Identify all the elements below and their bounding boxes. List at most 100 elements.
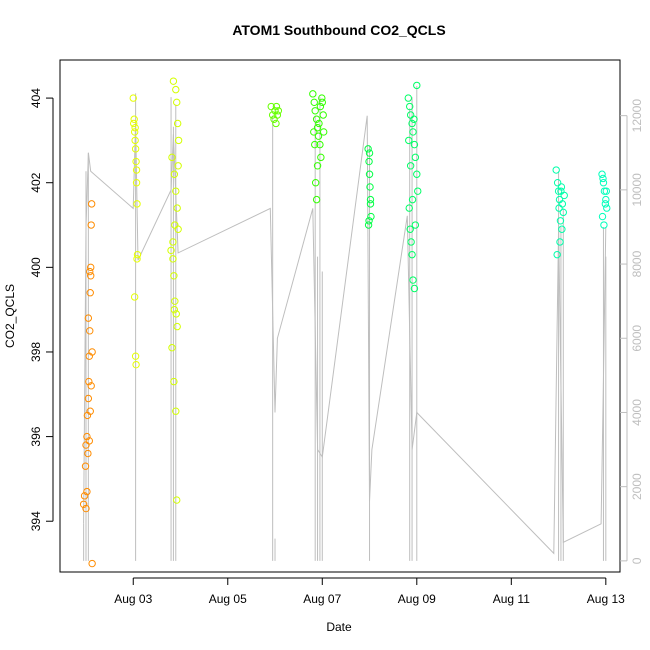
x-tick-label-3: Aug 09 <box>398 592 436 606</box>
data-point-g2-14 <box>172 310 180 318</box>
data-point-g4-1 <box>310 98 318 107</box>
data-point-g3-0 <box>267 102 275 111</box>
data-point-g0-2 <box>81 462 90 470</box>
data-point-g5-5 <box>367 212 375 221</box>
data-point-g5-0 <box>364 145 372 153</box>
data-point-g8-4 <box>603 204 611 212</box>
data-point-g5-9 <box>365 217 373 225</box>
data-point-g0-7 <box>85 377 93 386</box>
data-point-g3-5 <box>273 111 282 119</box>
y-left-tick-label-1: 396 <box>29 426 43 446</box>
y-right-tick-label-4: 8000 <box>630 250 644 277</box>
data-point-g4-11 <box>311 140 319 149</box>
data-point-g2-13 <box>171 297 179 305</box>
series-line-right-axis <box>83 115 607 555</box>
data-point-g0-20 <box>87 382 95 390</box>
data-point-g5-7 <box>365 149 374 157</box>
x-tick-label-0: Aug 03 <box>114 592 152 606</box>
data-point-g6-6 <box>411 153 420 162</box>
data-point-g6-10 <box>406 225 414 233</box>
data-point-g2-21 <box>169 238 177 246</box>
data-point-g1-12 <box>130 119 138 128</box>
data-point-g2-5 <box>168 153 176 162</box>
data-point-g4-16 <box>316 102 325 111</box>
data-point-g4-8 <box>318 98 326 107</box>
data-point-g8-1 <box>599 179 608 187</box>
x-axis: Aug 03 Aug 05 Aug 07 Aug 09 Aug 11 Aug 13 <box>114 577 625 606</box>
data-point-g1-14 <box>132 166 141 174</box>
x-tick-label-5: Aug 13 <box>587 592 625 606</box>
data-point-g4-2 <box>311 107 319 115</box>
plot-frame <box>59 59 621 573</box>
data-point-g1-8 <box>133 250 142 259</box>
x-tick-label-2: Aug 07 <box>303 592 341 606</box>
data-point-g6-19 <box>408 195 417 204</box>
data-point-g6-17 <box>405 136 413 145</box>
data-point-g4-3 <box>312 115 321 123</box>
data-point-g4-12 <box>311 179 320 187</box>
data-point-g1-5 <box>132 157 140 166</box>
data-point-g3-6 <box>274 107 283 115</box>
data-point-g1-4 <box>131 145 140 153</box>
y-right-tick-label-0: 0 <box>630 557 644 564</box>
data-point-g6-18 <box>406 162 415 170</box>
data-point-g7-12 <box>556 217 565 225</box>
data-point-g8-6 <box>600 221 608 229</box>
data-point-g7-9 <box>557 183 566 191</box>
data-point-g2-6 <box>170 170 179 178</box>
data-point-g8-8 <box>602 187 610 195</box>
data-point-g3-4 <box>272 119 280 128</box>
data-point-g6-8 <box>414 187 422 195</box>
data-point-g4-17 <box>318 94 326 102</box>
data-point-g6-15 <box>411 221 420 229</box>
y-right-tick-label-3: 6000 <box>630 325 644 352</box>
y-left-tick-label-5: 404 <box>29 88 43 108</box>
data-point-g0-4 <box>83 432 91 441</box>
data-point-g0-22 <box>84 314 93 322</box>
y-right-tick-label-2: 4000 <box>630 399 644 426</box>
y-axis-left: 394 396 398 400 402 404 <box>29 88 54 531</box>
data-point-g7-10 <box>560 191 568 200</box>
data-point-g5-4 <box>366 200 375 208</box>
data-point-g6-11 <box>407 238 415 246</box>
data-point-g4-9 <box>319 111 327 119</box>
data-point-g6-1 <box>406 102 414 111</box>
data-point-g1-3 <box>131 136 139 145</box>
data-point-g6-14 <box>410 284 419 293</box>
data-point-g1-13 <box>131 124 139 132</box>
data-point-g2-10 <box>167 246 175 255</box>
data-point-g8-9 <box>599 174 607 183</box>
chart-title: ATOM1 Southbound CO2_QCLS <box>232 22 445 38</box>
data-point-g7-7 <box>556 238 564 246</box>
data-point-g4-15 <box>315 119 323 128</box>
data-point-g7-11 <box>555 204 563 212</box>
data-point-g4-4 <box>313 124 322 132</box>
data-point-g5-6 <box>364 221 373 229</box>
data-point-g8-0 <box>598 170 606 178</box>
data-point-g0-9 <box>86 327 94 335</box>
y-right-tick-label-6: 12000 <box>630 99 644 133</box>
data-point-g4-13 <box>312 195 321 204</box>
data-point-g6-20 <box>410 115 418 123</box>
data-point-g1-9 <box>130 293 139 301</box>
data-point-g2-16 <box>168 344 176 352</box>
data-point-g0-10 <box>86 289 94 297</box>
data-point-g0-21 <box>88 348 96 356</box>
data-point-g7-13 <box>558 225 566 233</box>
data-point-g4-7 <box>317 153 325 162</box>
data-point-g2-0 <box>169 77 178 85</box>
data-point-g7-6 <box>559 208 567 217</box>
data-point-g3-3 <box>271 107 279 115</box>
data-point-g0-19 <box>86 407 94 415</box>
x-tick-label-1: Aug 05 <box>209 592 247 606</box>
data-point-g1-7 <box>133 200 141 208</box>
data-point-g8-7 <box>601 200 610 208</box>
y-right-tick-label-1: 2000 <box>630 473 644 500</box>
data-point-g7-8 <box>553 250 561 259</box>
data-point-g2-19 <box>173 496 181 504</box>
data-point-g6-13 <box>409 276 417 284</box>
data-point-g2-17 <box>170 377 178 386</box>
data-point-g3-7 <box>272 102 281 111</box>
data-point-g2-7 <box>172 187 180 195</box>
data-point-g6-4 <box>409 128 417 136</box>
